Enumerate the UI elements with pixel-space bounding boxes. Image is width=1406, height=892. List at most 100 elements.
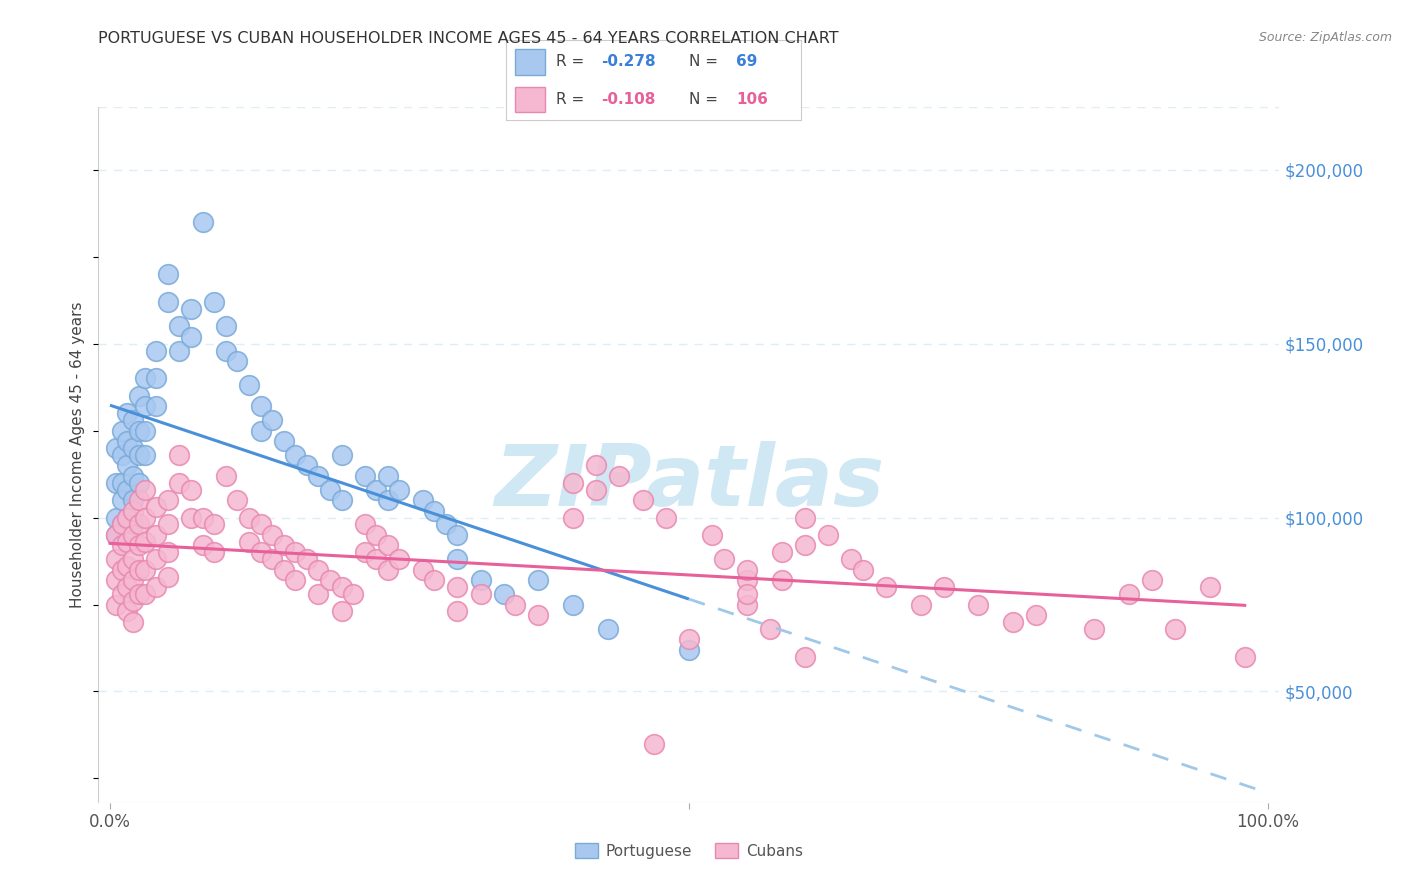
Point [128,475,150,490]
Point [793,649,815,664]
Point [852,563,875,577]
Text: ZIPatlas: ZIPatlas [494,442,884,524]
Point [735,573,758,587]
Point [110,517,132,532]
Point [388,483,411,497]
Point [180,301,202,316]
Point [470,587,492,601]
Point [202,294,225,309]
FancyBboxPatch shape [515,49,544,75]
Point [238,378,260,392]
Point [273,434,295,448]
Point [156,517,179,532]
Point [117,483,139,497]
Point [134,510,156,524]
Point [643,737,665,751]
Text: -0.278: -0.278 [600,54,655,70]
Point [128,389,150,403]
Point [202,517,225,532]
Point [377,468,399,483]
Point [330,580,353,594]
Point [156,294,179,309]
Point [770,573,793,587]
Point [117,406,139,420]
Point [134,534,156,549]
Point [1083,622,1105,636]
Point [104,598,127,612]
Point [249,545,271,559]
Point [967,598,990,612]
Point [156,493,179,508]
Point [110,563,132,577]
FancyBboxPatch shape [515,87,544,112]
Point [134,483,156,497]
Point [434,517,457,532]
Text: Source: ZipAtlas.com: Source: ZipAtlas.com [1258,31,1392,45]
Point [128,563,150,577]
Point [104,528,127,542]
Point [128,424,150,438]
Point [145,528,167,542]
Point [353,545,375,559]
Text: -0.108: -0.108 [600,92,655,107]
Point [330,605,353,619]
Point [319,483,342,497]
Point [295,458,318,473]
Point [215,343,238,358]
Point [262,528,284,542]
Point [262,552,284,566]
Point [319,573,342,587]
Point [128,587,150,601]
Point [770,545,793,559]
Point [104,573,127,587]
Point [631,493,654,508]
Point [145,343,167,358]
Point [793,538,815,552]
Point [284,545,307,559]
Point [284,448,307,462]
Point [128,517,150,532]
Point [262,413,284,427]
Point [134,399,156,413]
Point [145,371,167,385]
Point [104,528,127,542]
Point [249,424,271,438]
Point [156,545,179,559]
Point [110,538,132,552]
Text: 69: 69 [737,54,758,70]
Point [238,534,260,549]
Point [1002,615,1025,629]
Point [122,441,145,455]
Point [249,517,271,532]
Point [122,493,145,508]
Point [759,622,782,636]
Point [1025,607,1047,622]
Point [446,580,468,594]
Point [793,510,815,524]
Text: N =: N = [689,92,723,107]
Point [503,598,526,612]
Point [169,319,191,334]
Point [735,598,758,612]
Point [110,475,132,490]
Point [122,594,145,608]
Point [353,468,375,483]
Point [562,598,585,612]
Text: R =: R = [557,92,589,107]
Point [110,424,132,438]
Point [117,534,139,549]
Point [104,552,127,566]
Point [446,605,468,619]
Point [134,424,156,438]
Point [110,493,132,508]
Point [596,622,619,636]
Point [134,448,156,462]
Point [585,458,607,473]
Point [249,399,271,413]
Point [377,563,399,577]
Point [117,605,139,619]
Point [307,468,329,483]
Point [215,468,238,483]
Point [910,598,932,612]
Point [735,563,758,577]
